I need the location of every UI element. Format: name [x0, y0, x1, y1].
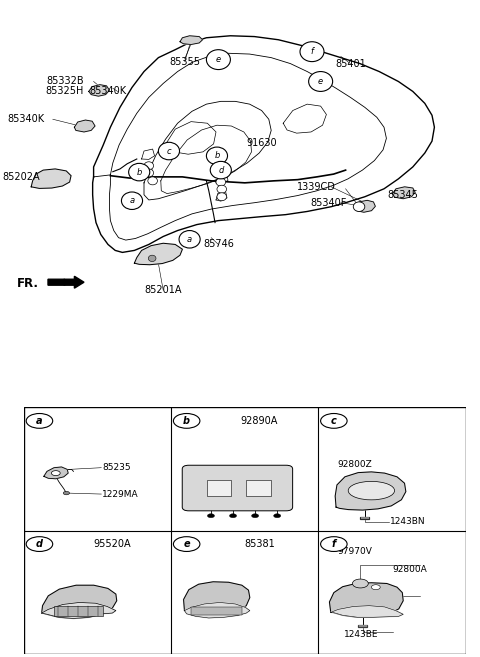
Polygon shape	[74, 120, 95, 132]
Text: 85401: 85401	[335, 58, 366, 68]
Circle shape	[173, 537, 200, 551]
Polygon shape	[42, 602, 116, 618]
Circle shape	[129, 164, 150, 181]
Text: a: a	[187, 235, 192, 244]
Circle shape	[372, 585, 380, 590]
Circle shape	[216, 178, 226, 186]
Text: 85340F: 85340F	[311, 198, 347, 208]
Text: f: f	[311, 47, 313, 56]
Circle shape	[207, 514, 215, 518]
Text: 92890A: 92890A	[241, 416, 278, 426]
Text: 85345: 85345	[388, 190, 419, 200]
Text: 92800A: 92800A	[393, 566, 427, 574]
Circle shape	[321, 413, 347, 428]
Text: a: a	[36, 416, 43, 426]
Polygon shape	[31, 169, 71, 189]
Circle shape	[148, 255, 156, 261]
Circle shape	[173, 413, 200, 428]
Bar	[206, 480, 231, 496]
FancyArrow shape	[48, 276, 84, 288]
Circle shape	[63, 491, 70, 495]
Circle shape	[274, 514, 281, 518]
Polygon shape	[180, 35, 203, 45]
Polygon shape	[360, 517, 369, 520]
Text: 1229MA: 1229MA	[102, 489, 139, 499]
Text: 1243BE: 1243BE	[344, 629, 379, 639]
Ellipse shape	[348, 482, 395, 500]
Text: 85235: 85235	[102, 463, 131, 472]
Bar	[246, 480, 271, 496]
Circle shape	[352, 579, 368, 588]
Text: d: d	[218, 166, 224, 175]
Text: 85746: 85746	[203, 239, 234, 250]
Circle shape	[179, 231, 200, 248]
Text: 85340K: 85340K	[89, 87, 127, 97]
Text: e: e	[318, 77, 323, 86]
Text: c: c	[167, 147, 171, 156]
Bar	[191, 607, 242, 615]
Circle shape	[121, 192, 143, 210]
Polygon shape	[184, 602, 250, 618]
Circle shape	[210, 162, 231, 179]
Text: e: e	[183, 539, 190, 549]
Text: e: e	[216, 55, 221, 64]
Polygon shape	[134, 243, 182, 265]
Text: 95520A: 95520A	[94, 539, 131, 549]
Text: 91630: 91630	[246, 138, 277, 148]
Text: FR.: FR.	[17, 277, 39, 290]
Polygon shape	[89, 85, 109, 96]
Circle shape	[144, 169, 154, 177]
FancyBboxPatch shape	[182, 465, 293, 511]
Text: 85201A: 85201A	[144, 285, 182, 295]
Text: 85202A: 85202A	[3, 172, 40, 182]
Text: f: f	[332, 539, 336, 549]
Text: 1243BN: 1243BN	[390, 518, 426, 526]
Text: 97970V: 97970V	[337, 547, 372, 556]
Polygon shape	[44, 467, 68, 479]
Text: b: b	[136, 168, 142, 177]
Polygon shape	[42, 585, 117, 618]
Polygon shape	[393, 187, 415, 199]
Circle shape	[300, 42, 324, 62]
Text: 85381: 85381	[244, 539, 275, 549]
Circle shape	[158, 143, 180, 160]
Circle shape	[26, 413, 53, 428]
Text: 85325H: 85325H	[46, 87, 84, 97]
Circle shape	[229, 514, 237, 518]
Text: 92800Z: 92800Z	[337, 459, 372, 468]
Text: 1339CD: 1339CD	[298, 182, 336, 192]
Polygon shape	[358, 625, 367, 627]
Circle shape	[51, 470, 60, 476]
Polygon shape	[355, 200, 375, 212]
Text: 85332B: 85332B	[46, 76, 84, 87]
Text: d: d	[36, 539, 43, 549]
Circle shape	[206, 147, 228, 164]
Circle shape	[206, 50, 230, 70]
Polygon shape	[329, 583, 403, 618]
Circle shape	[217, 193, 227, 201]
Circle shape	[144, 162, 154, 170]
Text: b: b	[214, 151, 220, 160]
Circle shape	[148, 177, 157, 185]
Circle shape	[353, 202, 365, 212]
Polygon shape	[183, 582, 250, 616]
Text: 85355: 85355	[169, 57, 200, 66]
Text: 85340K: 85340K	[8, 114, 45, 124]
Bar	[54, 606, 103, 616]
Circle shape	[252, 514, 259, 518]
Text: c: c	[331, 416, 337, 426]
Text: a: a	[130, 196, 134, 205]
Polygon shape	[331, 606, 403, 618]
Text: b: b	[183, 416, 190, 426]
Circle shape	[321, 537, 347, 551]
Circle shape	[26, 537, 53, 551]
Polygon shape	[335, 472, 406, 510]
Circle shape	[309, 72, 333, 91]
Circle shape	[217, 185, 227, 193]
